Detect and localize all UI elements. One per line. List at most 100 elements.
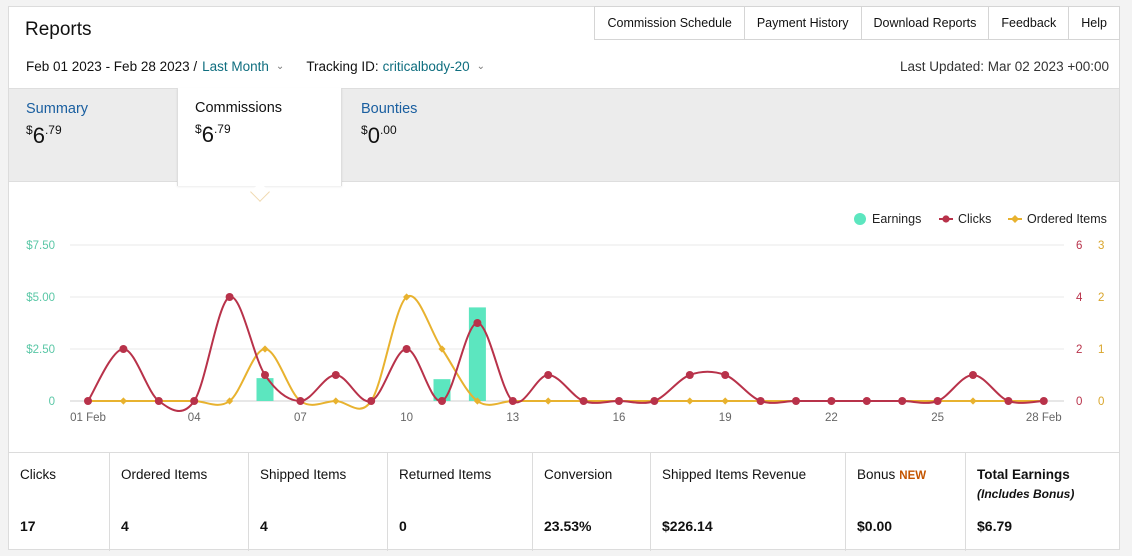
y-right-tick-label: 2: [1098, 292, 1104, 304]
clicks-point: [615, 397, 623, 405]
payment-history-button[interactable]: Payment History: [743, 7, 861, 39]
clicks-point: [402, 345, 411, 353]
tab-amount: $6.79: [26, 123, 62, 148]
x-tick-label: 13: [506, 412, 519, 424]
clicks-point: [685, 371, 694, 379]
stat-shipped-revenue: Shipped Items Revenue $226.14: [651, 453, 846, 551]
feedback-button[interactable]: Feedback: [988, 7, 1068, 39]
ordered-items-point: [473, 397, 481, 405]
tracking-id-dropdown[interactable]: criticalbody-20: [382, 59, 470, 74]
y-tick-label: 0: [49, 396, 55, 408]
clicks-point: [119, 345, 128, 353]
clicks-point: [1004, 397, 1013, 405]
tab-bounties[interactable]: Bounties $0.00: [344, 89, 509, 183]
ordered-items-point: [686, 397, 694, 405]
stat-shipped-items: Shipped Items 4: [249, 453, 388, 551]
page-title: Reports: [25, 19, 92, 40]
clicks-point: [579, 397, 588, 405]
tab-label: Bounties: [361, 101, 418, 117]
y-tick-label: $2.50: [26, 344, 55, 356]
clicks-point: [296, 397, 305, 405]
date-range-label: Feb 01 2023 - Feb 28 2023 /: [26, 59, 198, 74]
y-right-tick-label: 3: [1098, 240, 1104, 252]
ordered-items-point: [332, 397, 340, 405]
clicks-point: [650, 397, 659, 405]
earnings-bar: [468, 307, 486, 401]
x-tick-label: 01 Feb: [70, 412, 106, 424]
stat-bonus: Bonus NEW $0.00: [846, 453, 966, 551]
clicks-line: [87, 296, 1044, 412]
legend-clicks-label: Clicks: [958, 212, 991, 226]
chevron-down-icon[interactable]: ⌄: [476, 61, 486, 72]
report-tabs: Summary $6.79 Commissions $6.79 Bounties…: [9, 88, 1119, 202]
chevron-down-icon[interactable]: ⌄: [275, 61, 285, 72]
clicks-point: [508, 397, 517, 405]
x-tick-label: 10: [400, 412, 413, 424]
tab-amount: $0.00: [361, 123, 397, 148]
commission-schedule-button[interactable]: Commission Schedule: [607, 16, 732, 30]
y-right-tick-label: 4: [1076, 292, 1083, 304]
tab-label: Summary: [26, 101, 89, 117]
stat-clicks: Clicks 17: [9, 453, 110, 551]
tab-summary[interactable]: Summary $6.79: [9, 89, 174, 183]
y-right-tick-label: 0: [1098, 396, 1104, 408]
clicks-point: [367, 397, 376, 405]
tab-label: Commissions: [195, 100, 283, 116]
download-reports-button[interactable]: Download Reports: [860, 7, 989, 39]
clicks-point: [225, 293, 234, 301]
ordered-items-point: [119, 397, 127, 405]
clicks-point: [473, 319, 482, 327]
legend-earnings-swatch: [854, 213, 866, 225]
ordered-items-line: [88, 294, 1044, 410]
clicks-point: [862, 397, 871, 405]
y-right-tick-label: 2: [1076, 344, 1082, 356]
clicks-point: [933, 397, 942, 405]
x-tick-label: 16: [613, 412, 626, 424]
clicks-point: [721, 371, 730, 379]
clicks-point: [544, 371, 553, 379]
stat-ordered-items: Ordered Items 4: [110, 453, 249, 551]
tab-commissions[interactable]: Commissions $6.79: [177, 88, 342, 186]
reports-card: Reports Commission Schedule Payment Hist…: [8, 6, 1120, 551]
earnings-bar: [256, 378, 274, 401]
new-badge: NEW: [899, 470, 927, 482]
help-button[interactable]: Help: [1068, 7, 1119, 39]
y-tick-label: $7.50: [26, 240, 55, 252]
y-right-tick-label: 1: [1098, 344, 1104, 356]
clicks-point: [756, 397, 765, 405]
x-tick-label: 07: [294, 412, 307, 424]
legend-clicks-marker: [942, 215, 950, 223]
period-dropdown[interactable]: Last Month: [202, 59, 269, 74]
clicks-point: [969, 371, 977, 379]
clicks-point: [154, 397, 163, 405]
ordered-items-point: [226, 397, 234, 405]
clicks-point: [438, 397, 446, 405]
clicks-point: [1039, 397, 1048, 405]
y-right-tick-label: 0: [1076, 396, 1082, 408]
stat-total-earnings: Total Earnings (Includes Bonus) $6.79: [977, 467, 1075, 534]
clicks-point: [827, 397, 836, 405]
clicks-point: [331, 371, 340, 379]
stat-conversion: Conversion 23.53%: [533, 453, 651, 551]
stats-row: Clicks 17 Ordered Items 4 Shipped Items …: [9, 452, 1119, 551]
x-tick-label: 25: [931, 412, 944, 424]
ordered-items-point: [721, 397, 729, 405]
legend-earnings-label: Earnings: [872, 212, 921, 226]
ordered-items-point: [261, 345, 269, 353]
y-right-tick-label: 6: [1076, 240, 1082, 252]
ordered-items-point: [438, 345, 446, 353]
x-tick-label: 19: [719, 412, 732, 424]
stat-returned-items: Returned Items 0: [388, 453, 533, 551]
top-nav: Commission Schedule Payment History Down…: [594, 6, 1120, 40]
clicks-point: [898, 397, 907, 405]
clicks-point: [261, 371, 269, 379]
clicks-point: [84, 397, 92, 405]
legend-ordered-label: Ordered Items: [1027, 212, 1107, 226]
tracking-id-label: Tracking ID:: [306, 59, 379, 74]
ordered-items-point: [403, 293, 411, 301]
filter-bar: Feb 01 2023 - Feb 28 2023 / Last Month ⌄…: [26, 59, 507, 74]
last-updated: Last Updated: Mar 02 2023 +00:00: [899, 59, 1109, 74]
y-tick-label: $5.00: [26, 292, 55, 304]
earnings-chart: $7.50 6 3 $5.00 4 2 $2.50 2 1 0 0 0 01 Feb 04 07 10 13 16…: [9, 183, 1119, 451]
legend-ordered-marker: [1011, 215, 1019, 223]
